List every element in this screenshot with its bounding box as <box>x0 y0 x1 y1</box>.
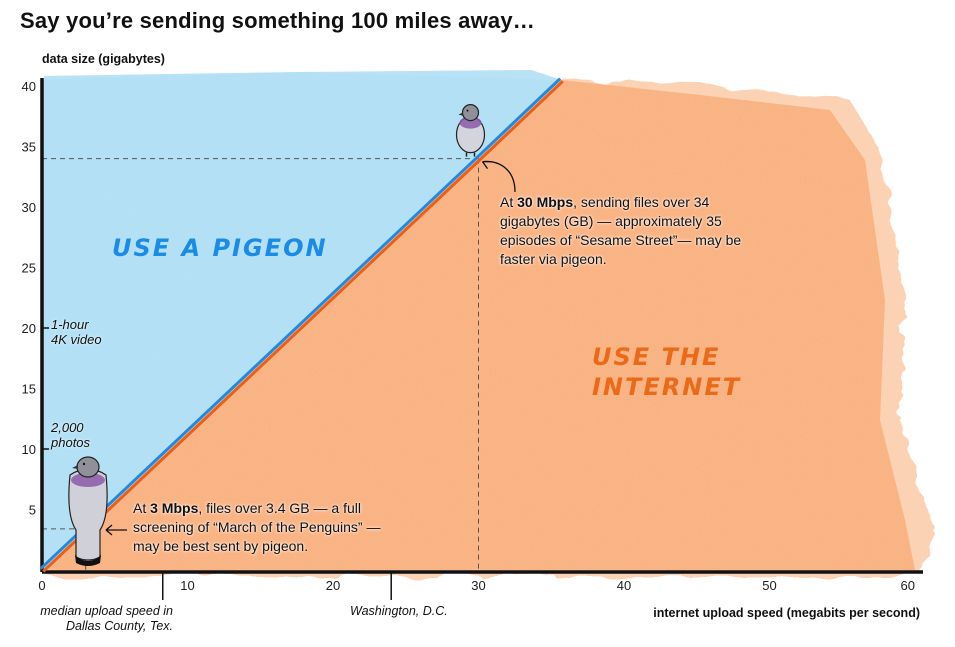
x-marker-dc-label: Washington, D.C. <box>350 604 448 619</box>
region-label-pigeon: USE A PIGEON <box>112 234 328 262</box>
x-tick-label: 40 <box>617 578 631 593</box>
region-label-internet-line1: USE THE <box>592 343 721 371</box>
pigeon-low-icon <box>68 456 108 566</box>
y-tick-label: 10 <box>22 442 36 457</box>
y-tick-label: 5 <box>29 503 36 518</box>
y-ref-4k-video: 1-hour 4K video <box>51 317 102 347</box>
pigeon-head <box>76 456 100 478</box>
x-tick-label: 30 <box>471 578 485 593</box>
region-label-internet: USE THE INTERNET <box>592 342 762 402</box>
y-tick-label: 30 <box>22 200 36 215</box>
annotation-arrow-3mbps <box>105 524 127 536</box>
annotation-3mbps-post: , files over 3.4 GB — a full screening o… <box>133 500 381 554</box>
y-tick-label: 35 <box>22 140 36 155</box>
x-marker-dallas-label: median upload speed in Dallas County, Te… <box>30 604 173 634</box>
y-ref-4k-line2: 4K video <box>51 332 102 347</box>
annotation-30mbps-bold: 30 Mbps <box>517 194 574 210</box>
pigeon-neck <box>71 473 105 487</box>
x-tick-label: 10 <box>180 578 194 593</box>
y-tick-label: 15 <box>22 382 36 397</box>
pigeon-tail <box>75 555 101 566</box>
break-even-line-pigeon <box>39 77 562 570</box>
annotation-30mbps: At 30 Mbps, sending files over 34 gigaby… <box>500 193 750 269</box>
y-tick-label: 25 <box>22 261 36 276</box>
x-axis-label: internet upload speed (megabits per seco… <box>653 606 920 620</box>
annotation-30mbps-pre: At <box>500 194 518 210</box>
pigeon-high-icon <box>455 104 486 157</box>
annotation-3mbps: At 3 Mbps, files over 3.4 GB — a full sc… <box>133 499 405 556</box>
pigeon-neck <box>459 116 482 129</box>
x-tick-label: 0 <box>38 578 45 593</box>
break-even-line-internet <box>42 80 564 573</box>
pigeon-head <box>461 104 480 122</box>
region-label-internet-line2: INTERNET <box>592 373 742 401</box>
pigeon-beak <box>72 465 78 469</box>
pigeon-eye <box>82 462 86 466</box>
pigeon-eye <box>466 109 469 112</box>
x-marker-dallas-line2: Dallas County, Tex. <box>66 619 173 633</box>
x-tick-label: 20 <box>326 578 340 593</box>
x-tick-label: 50 <box>762 578 776 593</box>
x-marker-dc-line1: Washington, D.C. <box>350 604 448 618</box>
chart-title: Say you’re sending something 100 miles a… <box>20 8 535 33</box>
pigeon-feet <box>465 152 476 157</box>
annotation-3mbps-pre: At <box>133 500 151 516</box>
annotation-30mbps-post: , sending files over 34 gigabytes (GB) —… <box>500 194 742 267</box>
y-ref-photos: 2,000 photos <box>51 420 90 450</box>
y-tick-label: 20 <box>22 321 36 336</box>
y-tick-label: 40 <box>22 79 36 94</box>
y-ref-4k-line1: 1-hour <box>51 317 89 332</box>
x-marker-dallas-line1: median upload speed in <box>40 604 173 618</box>
arrow-head-icon <box>481 160 492 169</box>
x-tick-label: 60 <box>901 578 915 593</box>
y-axis-label: data size (gigabytes) <box>42 52 165 66</box>
pigeon-beak <box>458 112 463 116</box>
annotation-3mbps-bold: 3 Mbps <box>150 500 199 516</box>
y-ref-photos-line2: photos <box>51 435 91 450</box>
y-ref-photos-line1: 2,000 <box>51 420 84 435</box>
